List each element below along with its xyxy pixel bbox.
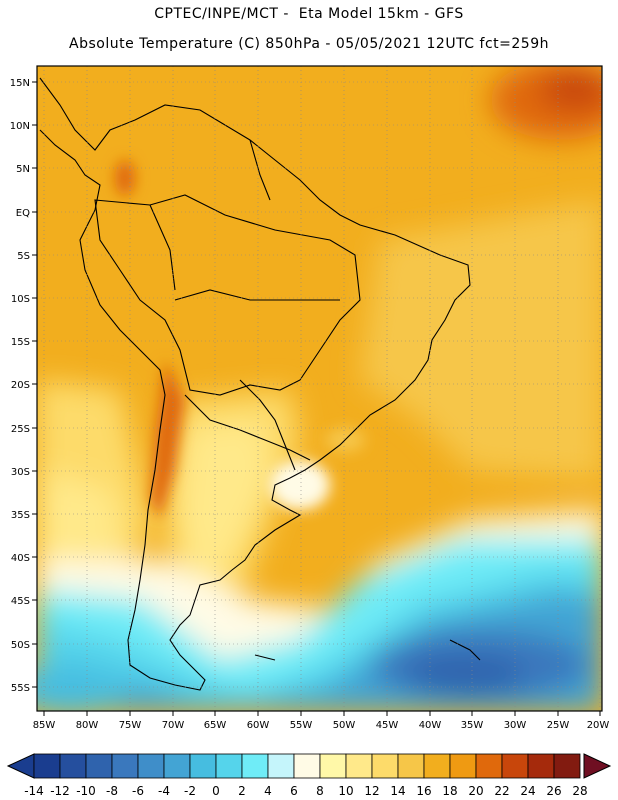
colorbar-swatch [371, 753, 399, 779]
colorbar-swatch [241, 753, 269, 779]
colorbar-label: 2 [238, 784, 246, 798]
colorbar-label: -8 [106, 784, 118, 798]
lat-label: 15S [11, 337, 30, 348]
colorbar-label: 26 [546, 784, 561, 798]
lon-label: 25W [547, 720, 570, 731]
colorbar-swatch [293, 753, 321, 779]
colorbar-swatch [527, 753, 555, 779]
colorbar-label: 0 [212, 784, 220, 798]
map-frame [36, 65, 603, 712]
longitude-labels: 85W 80W 75W 70W 65W 60W 55W 50W 45W 40W … [33, 720, 610, 731]
lat-label: 15N [10, 78, 30, 89]
lat-label: 5S [17, 251, 30, 262]
colorbar-swatch [137, 753, 165, 779]
lat-label: 10N [10, 121, 30, 132]
colorbar-swatch [475, 753, 503, 779]
lat-label: 55S [11, 683, 30, 694]
colorbar-max-arrow [583, 753, 612, 779]
lat-label: EQ [16, 208, 30, 219]
lat-label: 45S [11, 596, 30, 607]
lon-label: 70W [162, 720, 185, 731]
colorbar-label: 4 [264, 784, 272, 798]
colorbar-swatch [85, 753, 113, 779]
colorbar-label: 6 [290, 784, 298, 798]
lon-label: 80W [76, 720, 99, 731]
axis-ticks [32, 81, 601, 716]
colorbar-swatch [111, 753, 139, 779]
colorbar-swatch [345, 753, 373, 779]
lon-label: 55W [290, 720, 313, 731]
colorbar-label: 22 [494, 784, 509, 798]
latitude-labels: 15N 10N 5N EQ 5S 10S 15S 20S 25S 30S 35S… [10, 78, 30, 694]
colorbar-swatch [319, 753, 347, 779]
title-line-1: CPTEC/INPE/MCT - Eta Model 15km - GFS [154, 6, 464, 22]
colorbar-swatch [59, 753, 87, 779]
colorbar-label: -12 [50, 784, 70, 798]
colorbar-min-arrow [6, 753, 35, 779]
colorbar-label: 16 [416, 784, 431, 798]
colorbar-label: -4 [158, 784, 170, 798]
colorbar-label: 10 [338, 784, 353, 798]
colorbar-swatch [163, 753, 191, 779]
lat-label: 5N [16, 164, 30, 175]
colorbar-label: 18 [442, 784, 457, 798]
colorbar-label: 12 [364, 784, 379, 798]
colorbar-swatch [449, 753, 477, 779]
colorbar-swatch [215, 753, 243, 779]
lon-label: 75W [119, 720, 142, 731]
colorbar-label: 28 [572, 784, 587, 798]
lon-label: 50W [333, 720, 356, 731]
lon-label: 60W [247, 720, 270, 731]
lat-label: 30S [11, 467, 30, 478]
colorbar-swatch [267, 753, 295, 779]
colorbar-label: -14 [24, 784, 44, 798]
colorbar-swatch [423, 753, 451, 779]
colorbar-label: 20 [468, 784, 483, 798]
lat-label: 25S [11, 424, 30, 435]
colorbar-label: -10 [76, 784, 96, 798]
colorbar-swatch [397, 753, 425, 779]
lon-label: 85W [33, 720, 56, 731]
colorbar-label: -6 [132, 784, 144, 798]
lon-label: 65W [204, 720, 227, 731]
lon-label: 30W [504, 720, 527, 731]
lon-label: 45W [376, 720, 399, 731]
colorbar-swatch [33, 753, 61, 779]
lat-label: 10S [11, 294, 30, 305]
colorbar-swatch [501, 753, 529, 779]
colorbar-label: -2 [184, 784, 196, 798]
lat-label: 40S [11, 553, 30, 564]
lon-label: 35W [461, 720, 484, 731]
coastlines [39, 77, 481, 691]
lon-label: 20W [587, 720, 610, 731]
lon-label: 40W [419, 720, 442, 731]
colorbar-label: 24 [520, 784, 535, 798]
colorbar-label: 8 [316, 784, 324, 798]
temperature-field [37, 66, 602, 711]
lat-label: 35S [11, 510, 30, 521]
title-line-2: Absolute Temperature (C) 850hPa - 05/05/… [69, 36, 549, 52]
lat-label: 20S [11, 380, 30, 391]
colorbar [6, 753, 612, 779]
colorbar-label: 14 [390, 784, 405, 798]
colorbar-swatch [189, 753, 217, 779]
lat-label: 50S [11, 640, 30, 651]
colorbar-swatch [553, 753, 581, 779]
